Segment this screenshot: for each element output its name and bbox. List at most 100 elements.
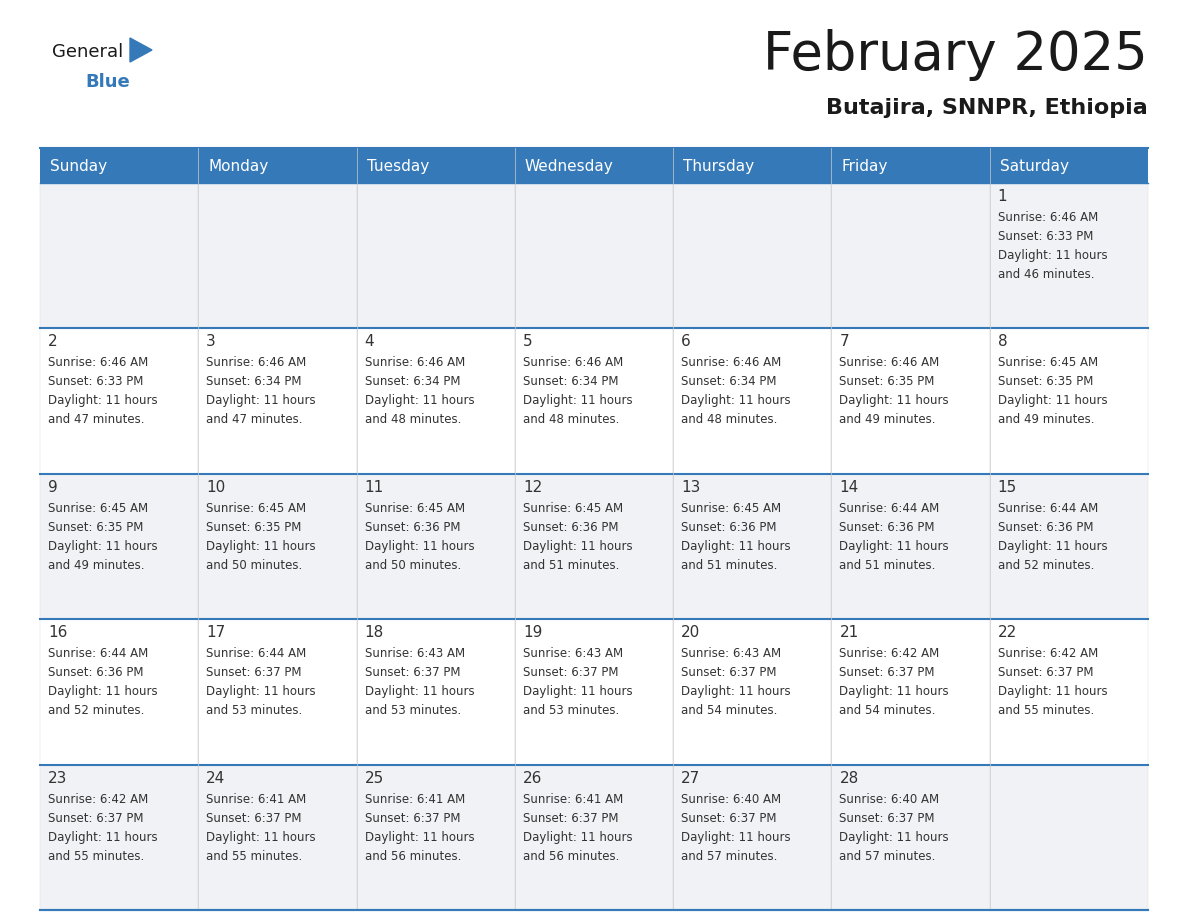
Text: Sunrise: 6:43 AM: Sunrise: 6:43 AM — [681, 647, 782, 660]
Text: Sunrise: 6:45 AM: Sunrise: 6:45 AM — [207, 502, 307, 515]
Text: 10: 10 — [207, 480, 226, 495]
Bar — [990, 765, 1148, 910]
Text: Blue: Blue — [86, 73, 129, 91]
Bar — [514, 620, 674, 765]
Text: Sunrise: 6:46 AM: Sunrise: 6:46 AM — [998, 211, 1098, 224]
Text: 16: 16 — [48, 625, 68, 640]
Text: and 56 minutes.: and 56 minutes. — [365, 849, 461, 863]
Text: Sunset: 6:37 PM: Sunset: 6:37 PM — [207, 812, 302, 824]
Text: Sunrise: 6:46 AM: Sunrise: 6:46 AM — [523, 356, 624, 369]
Text: Sunset: 6:37 PM: Sunset: 6:37 PM — [998, 666, 1093, 679]
Bar — [40, 765, 198, 910]
Text: 15: 15 — [998, 480, 1017, 495]
Text: and 54 minutes.: and 54 minutes. — [840, 704, 936, 717]
Text: Sunrise: 6:45 AM: Sunrise: 6:45 AM — [681, 502, 782, 515]
Text: Sunset: 6:36 PM: Sunset: 6:36 PM — [365, 521, 460, 533]
Text: Daylight: 11 hours: Daylight: 11 hours — [840, 685, 949, 699]
Text: 21: 21 — [840, 625, 859, 640]
Text: Sunset: 6:33 PM: Sunset: 6:33 PM — [998, 230, 1093, 243]
Text: and 49 minutes.: and 49 minutes. — [840, 413, 936, 426]
Text: Daylight: 11 hours: Daylight: 11 hours — [365, 685, 474, 699]
Text: Sunset: 6:37 PM: Sunset: 6:37 PM — [523, 812, 619, 824]
Text: and 46 minutes.: and 46 minutes. — [998, 268, 1094, 281]
Text: Wednesday: Wednesday — [525, 159, 614, 174]
Bar — [514, 765, 674, 910]
Text: Sunset: 6:35 PM: Sunset: 6:35 PM — [48, 521, 144, 533]
Text: Sunrise: 6:46 AM: Sunrise: 6:46 AM — [365, 356, 465, 369]
Text: Sunset: 6:37 PM: Sunset: 6:37 PM — [207, 666, 302, 679]
Text: 12: 12 — [523, 480, 542, 495]
Text: 27: 27 — [681, 770, 701, 786]
Text: and 55 minutes.: and 55 minutes. — [48, 849, 144, 863]
Bar — [832, 765, 990, 910]
Text: Sunset: 6:37 PM: Sunset: 6:37 PM — [48, 812, 144, 824]
Text: Sunrise: 6:42 AM: Sunrise: 6:42 AM — [840, 647, 940, 660]
Text: Daylight: 11 hours: Daylight: 11 hours — [998, 249, 1107, 262]
Text: Daylight: 11 hours: Daylight: 11 hours — [681, 540, 791, 553]
Bar — [674, 620, 832, 765]
Text: Sunset: 6:37 PM: Sunset: 6:37 PM — [840, 812, 935, 824]
Text: Sunrise: 6:40 AM: Sunrise: 6:40 AM — [840, 792, 940, 806]
Text: Daylight: 11 hours: Daylight: 11 hours — [365, 395, 474, 408]
Text: Sunrise: 6:41 AM: Sunrise: 6:41 AM — [365, 792, 465, 806]
Text: and 51 minutes.: and 51 minutes. — [523, 559, 619, 572]
Bar — [832, 474, 990, 620]
Bar — [356, 329, 514, 474]
Text: Sunrise: 6:45 AM: Sunrise: 6:45 AM — [48, 502, 148, 515]
Bar — [832, 620, 990, 765]
Text: 17: 17 — [207, 625, 226, 640]
Text: Sunrise: 6:45 AM: Sunrise: 6:45 AM — [365, 502, 465, 515]
Text: Sunrise: 6:46 AM: Sunrise: 6:46 AM — [48, 356, 148, 369]
Text: Monday: Monday — [208, 159, 268, 174]
Text: and 48 minutes.: and 48 minutes. — [681, 413, 777, 426]
Text: 23: 23 — [48, 770, 68, 786]
Text: Daylight: 11 hours: Daylight: 11 hours — [48, 685, 158, 699]
Text: February 2025: February 2025 — [763, 29, 1148, 81]
Text: 5: 5 — [523, 334, 532, 350]
Text: Daylight: 11 hours: Daylight: 11 hours — [523, 831, 632, 844]
Text: and 49 minutes.: and 49 minutes. — [48, 559, 145, 572]
Text: 25: 25 — [365, 770, 384, 786]
Text: Sunset: 6:37 PM: Sunset: 6:37 PM — [681, 812, 777, 824]
Text: Sunset: 6:37 PM: Sunset: 6:37 PM — [365, 666, 460, 679]
Text: Sunset: 6:37 PM: Sunset: 6:37 PM — [365, 812, 460, 824]
Text: Sunset: 6:34 PM: Sunset: 6:34 PM — [207, 375, 302, 388]
Text: 19: 19 — [523, 625, 542, 640]
Polygon shape — [129, 38, 152, 62]
Text: Daylight: 11 hours: Daylight: 11 hours — [207, 395, 316, 408]
Text: Sunrise: 6:46 AM: Sunrise: 6:46 AM — [840, 356, 940, 369]
Bar — [832, 148, 990, 183]
Text: and 54 minutes.: and 54 minutes. — [681, 704, 777, 717]
Bar — [198, 474, 356, 620]
Text: and 47 minutes.: and 47 minutes. — [207, 413, 303, 426]
Text: Daylight: 11 hours: Daylight: 11 hours — [207, 685, 316, 699]
Text: 14: 14 — [840, 480, 859, 495]
Text: Daylight: 11 hours: Daylight: 11 hours — [523, 540, 632, 553]
Text: and 52 minutes.: and 52 minutes. — [48, 704, 145, 717]
Text: Daylight: 11 hours: Daylight: 11 hours — [998, 395, 1107, 408]
Text: and 47 minutes.: and 47 minutes. — [48, 413, 145, 426]
Bar — [198, 620, 356, 765]
Text: Daylight: 11 hours: Daylight: 11 hours — [48, 540, 158, 553]
Text: Sunset: 6:36 PM: Sunset: 6:36 PM — [523, 521, 619, 533]
Text: Sunrise: 6:44 AM: Sunrise: 6:44 AM — [840, 502, 940, 515]
Text: Sunset: 6:35 PM: Sunset: 6:35 PM — [998, 375, 1093, 388]
Text: and 51 minutes.: and 51 minutes. — [681, 559, 777, 572]
Bar — [990, 148, 1148, 183]
Text: 6: 6 — [681, 334, 691, 350]
Text: 26: 26 — [523, 770, 542, 786]
Bar — [990, 474, 1148, 620]
Text: and 53 minutes.: and 53 minutes. — [365, 704, 461, 717]
Text: Daylight: 11 hours: Daylight: 11 hours — [523, 685, 632, 699]
Text: Sunset: 6:36 PM: Sunset: 6:36 PM — [681, 521, 777, 533]
Text: and 48 minutes.: and 48 minutes. — [523, 413, 619, 426]
Bar — [40, 183, 198, 329]
Text: Saturday: Saturday — [1000, 159, 1069, 174]
Text: Sunset: 6:37 PM: Sunset: 6:37 PM — [523, 666, 619, 679]
Text: 28: 28 — [840, 770, 859, 786]
Bar — [990, 183, 1148, 329]
Bar — [356, 183, 514, 329]
Bar — [674, 329, 832, 474]
Text: Daylight: 11 hours: Daylight: 11 hours — [681, 831, 791, 844]
Bar — [40, 329, 198, 474]
